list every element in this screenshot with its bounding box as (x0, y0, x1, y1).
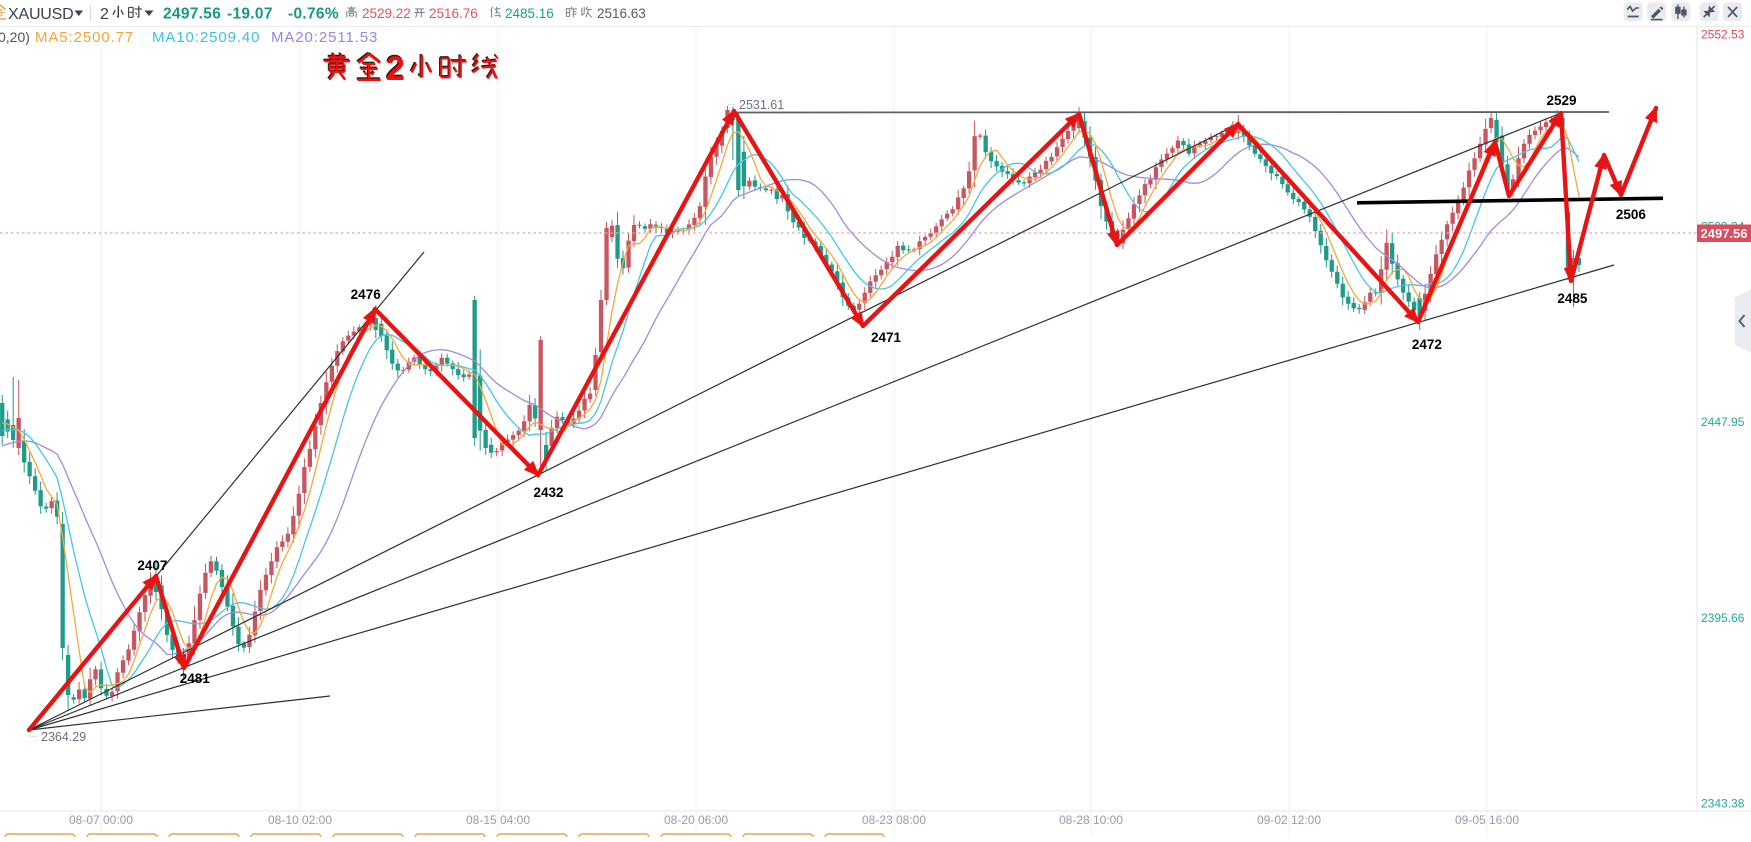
svg-text:···: ··· (727, 100, 735, 109)
svg-text:2481: 2481 (180, 671, 211, 686)
svg-text:2485.16: 2485.16 (505, 6, 554, 21)
svg-text:MA20:2511.53: MA20:2511.53 (271, 29, 378, 46)
svg-text:2: 2 (386, 50, 405, 88)
svg-text:0,20): 0,20) (0, 29, 30, 45)
svg-text:2343.38: 2343.38 (1701, 797, 1745, 811)
svg-text:2531.61: 2531.61 (739, 98, 784, 112)
svg-text:2497.56: 2497.56 (1701, 226, 1748, 241)
svg-text:2516.76: 2516.76 (429, 6, 478, 21)
svg-text:08-10 02:00: 08-10 02:00 (268, 813, 332, 827)
svg-text:2506: 2506 (1616, 207, 1647, 222)
svg-text:2552.53: 2552.53 (1701, 28, 1745, 42)
svg-text:-19.07: -19.07 (227, 6, 273, 23)
svg-text:2472: 2472 (1412, 337, 1442, 352)
svg-text:2447.95: 2447.95 (1701, 415, 1745, 429)
svg-text:XAUUSD: XAUUSD (8, 6, 73, 23)
svg-text:08-23 08:00: 08-23 08:00 (862, 813, 926, 827)
svg-text:2471: 2471 (871, 330, 902, 345)
svg-text:09-05 16:00: 09-05 16:00 (1455, 813, 1519, 827)
svg-text:08-20 06:00: 08-20 06:00 (664, 813, 728, 827)
svg-text:2497.56: 2497.56 (163, 6, 221, 23)
svg-text:08-28 10:00: 08-28 10:00 (1059, 813, 1123, 827)
svg-text:2407: 2407 (137, 558, 167, 573)
svg-text:MA5:2500.77: MA5:2500.77 (35, 29, 134, 46)
svg-text:-0.76%: -0.76% (288, 6, 339, 23)
svg-text:08-15 04:00: 08-15 04:00 (466, 813, 530, 827)
svg-text:2529.22: 2529.22 (362, 6, 411, 21)
svg-text:MA10:2509.40: MA10:2509.40 (152, 29, 260, 46)
svg-text:2364.29: 2364.29 (41, 730, 86, 744)
svg-text:2516.63: 2516.63 (597, 6, 646, 21)
svg-text:2: 2 (100, 6, 109, 23)
svg-text:09-02 12:00: 09-02 12:00 (1257, 813, 1321, 827)
svg-text:2529: 2529 (1546, 93, 1576, 108)
svg-text:2432: 2432 (533, 485, 563, 500)
svg-text:2485: 2485 (1557, 291, 1588, 306)
svg-text:···: ··· (29, 732, 37, 741)
svg-text:2476: 2476 (351, 287, 382, 302)
svg-text:08-07 00:00: 08-07 00:00 (69, 813, 133, 827)
svg-text:2395.66: 2395.66 (1701, 611, 1745, 625)
